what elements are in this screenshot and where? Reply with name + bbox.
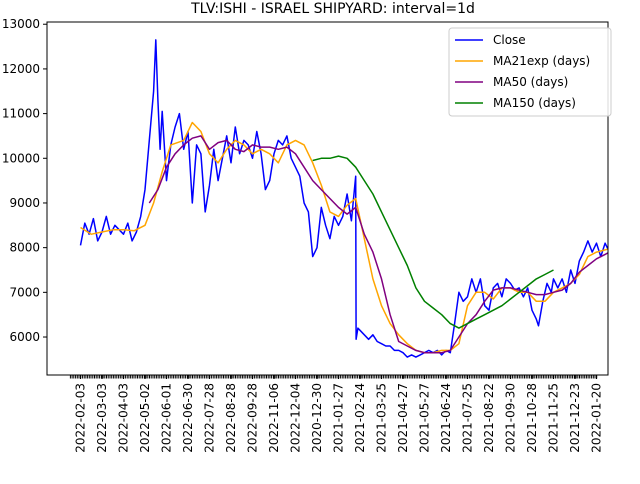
- legend-label: MA21exp (days): [493, 54, 590, 68]
- x-tick-label: 2021-06-24: [439, 383, 453, 453]
- x-tick-label: 2021-10-28: [525, 383, 539, 453]
- x-tick-label: 2021-03-25: [375, 383, 389, 453]
- legend-box: [448, 27, 612, 117]
- x-tick-label: 2022-12-04: [289, 383, 303, 453]
- series-line-close: [79, 39, 608, 358]
- x-tick-label: 2022-01-20: [590, 383, 604, 453]
- y-tick-label: 10000: [2, 151, 40, 165]
- y-tick-label: 13000: [2, 17, 40, 31]
- plot-area: [79, 39, 608, 358]
- y-tick-label: 6000: [9, 330, 40, 344]
- axes: 2022-02-03 2022-03-03 2022-04-03 2022-05-02…: [2, 17, 609, 453]
- x-tick-label: 2022-03-03: [95, 383, 109, 453]
- x-tick-label: 2022-09-28: [246, 383, 260, 453]
- x-tick-label: 2021-12-23: [568, 383, 582, 453]
- legend-label: Close: [493, 33, 526, 47]
- x-tick-label: 2021-08-22: [482, 383, 496, 453]
- legend-label: MA150 (days): [493, 96, 576, 110]
- series-line-ma150-days: [312, 155, 554, 329]
- x-tick-label: 2022-05-02: [138, 383, 152, 453]
- chart-title: TLV:ISHI - ISRAEL SHIPYARD: interval=1d: [190, 1, 475, 17]
- y-tick-label: 8000: [9, 241, 40, 255]
- legend: Close MA21exp (days) MA50 (days) MA150 (day…: [448, 27, 612, 117]
- x-tick-label: 2021-11-25: [547, 383, 561, 453]
- y-tick-label: 11000: [2, 107, 40, 121]
- series-line-ma21exp-days: [80, 121, 608, 354]
- x-tick-label: 2022-06-30: [181, 383, 195, 453]
- x-tick-label: 2022-04-03: [117, 383, 131, 453]
- y-tick-label: 12000: [2, 62, 40, 76]
- legend-label: MA50 (days): [493, 75, 568, 89]
- x-tick-label: 2022-02-03: [74, 383, 88, 453]
- x-tick-label: 2021-09-30: [504, 383, 518, 453]
- x-minor-ticks: [69, 375, 598, 379]
- x-tick-label: 2021-01-27: [332, 383, 346, 453]
- x-tick-label: 2022-06-01: [160, 383, 174, 453]
- x-tick-label: 2022-08-28: [224, 383, 238, 453]
- x-tick-label: 2022-07-28: [203, 383, 217, 453]
- x-tick-label: 2021-02-24: [353, 383, 367, 453]
- plot-frame: [46, 21, 609, 376]
- series-line-ma50-days: [148, 135, 608, 354]
- y-tick-label: 7000: [9, 285, 40, 299]
- x-tick-label: 2021-07-25: [461, 383, 475, 453]
- y-tick-label: 9000: [9, 196, 40, 210]
- x-tick-label: 2020-12-30: [310, 383, 324, 453]
- x-tick-label: 2022-11-06: [267, 383, 281, 453]
- x-tick-label: 2021-05-27: [418, 383, 432, 453]
- x-tick-label: 2021-04-27: [396, 383, 410, 453]
